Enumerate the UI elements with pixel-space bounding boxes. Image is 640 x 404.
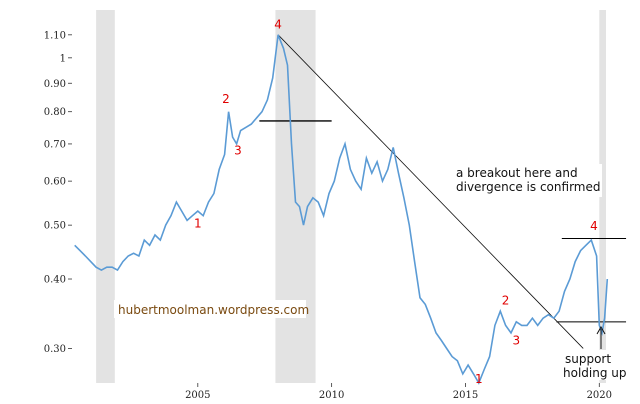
y-tick-label: 1.10 (44, 30, 66, 41)
y-tick-label: 0.90 (44, 79, 66, 90)
y-tick-label: 0.60 (44, 177, 66, 188)
x-tick-label: 2010 (319, 390, 344, 401)
wave-labels: 4 2 3 1 1 2 3 4 (194, 17, 598, 386)
series-line (74, 34, 609, 385)
recession-band (96, 10, 115, 383)
breakout-note-bg (452, 164, 602, 197)
breakout-note-line2: divergence is confirmed (456, 180, 600, 194)
support-note-line2: holding up (563, 366, 627, 380)
wave-label: 4 (590, 219, 598, 233)
y-axis: 1.10 1 0.90 0.80 0.70 0.60 0.50 0.40 0.30 (44, 30, 72, 355)
wave-label: 3 (234, 143, 242, 157)
recession-band (599, 10, 606, 383)
level-lines (259, 120, 627, 323)
support-note-bg (558, 350, 630, 380)
wave-label: 2 (222, 92, 230, 106)
trendline (277, 34, 584, 349)
y-tick-label: 0.70 (44, 139, 66, 150)
watermark: hubertmoolman.wordpress.com (118, 303, 309, 317)
y-tick-label: 0.80 (44, 107, 66, 118)
y-tick-label: 0.40 (44, 275, 66, 286)
x-tick-label: 2020 (587, 390, 612, 401)
support-note-line1: support (565, 352, 611, 366)
wave-label: 2 (502, 293, 510, 307)
wave-label: 3 (512, 333, 520, 347)
support-arrow-head (596, 325, 606, 335)
breakout-note-line1: a breakout here and (456, 166, 578, 180)
y-tick-label: 0.50 (44, 221, 66, 232)
wave-label: 1 (194, 217, 202, 231)
x-tick-label: 2005 (185, 390, 210, 401)
y-tick-label: 1 (60, 53, 66, 64)
x-axis: 2005 2010 2015 2020 (185, 383, 612, 401)
watermark-bg (114, 300, 306, 318)
wave-label: 4 (274, 17, 282, 31)
x-tick-label: 2015 (453, 390, 478, 401)
wave-label: 1 (475, 372, 483, 386)
y-tick-label: 0.30 (44, 344, 66, 355)
